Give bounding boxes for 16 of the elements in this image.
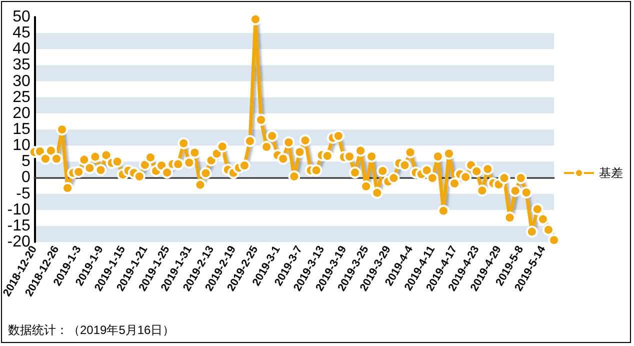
y-tick-label: 30 <box>12 72 30 90</box>
y-tick-label: 10 <box>12 137 30 154</box>
y-tick-label: -10 <box>7 201 30 218</box>
y-tick-label: 50 <box>12 8 30 26</box>
y-tick-label: 15 <box>12 121 30 138</box>
y-tick-label: -5 <box>16 185 30 202</box>
y-tick-label: -15 <box>7 217 30 234</box>
y-tick-label: 20 <box>12 104 30 122</box>
legend-label: 基差 <box>599 166 623 180</box>
text: 数据统计：（2019年5月16日） <box>8 323 175 337</box>
y-tick-label: 5 <box>21 153 30 170</box>
y-tick-label: 0 <box>21 169 30 186</box>
y-tick-label: 45 <box>12 24 30 42</box>
y-tick-label: 40 <box>12 40 30 58</box>
y-tick-label: 25 <box>12 88 30 106</box>
y-tick-label: 35 <box>12 56 30 74</box>
